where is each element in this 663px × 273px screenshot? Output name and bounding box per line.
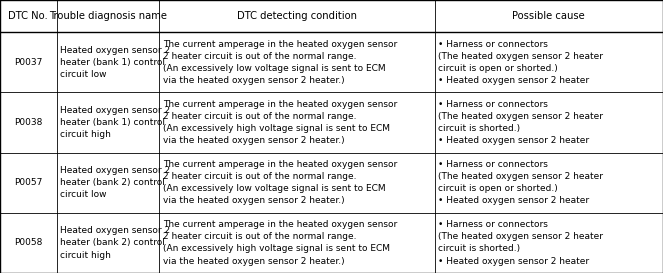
Text: Heated oxygen sensor 2
heater (bank 2) control
circuit low: Heated oxygen sensor 2 heater (bank 2) c…: [60, 166, 170, 199]
Text: P0058: P0058: [14, 238, 42, 247]
Text: • Harness or connectors
(The heated oxygen sensor 2 heater
circuit is shorted.)
: • Harness or connectors (The heated oxyg…: [438, 220, 603, 266]
Text: The current amperage in the heated oxygen sensor
2 heater circuit is out of the : The current amperage in the heated oxyge…: [163, 40, 397, 85]
Text: Heated oxygen sensor 2
heater (bank 1) control
circuit low: Heated oxygen sensor 2 heater (bank 1) c…: [60, 46, 170, 79]
Text: P0057: P0057: [14, 178, 42, 187]
Text: P0037: P0037: [14, 58, 42, 67]
Text: P0038: P0038: [14, 118, 42, 127]
Text: DTC No.: DTC No.: [9, 11, 48, 21]
Text: • Harness or connectors
(The heated oxygen sensor 2 heater
circuit is open or sh: • Harness or connectors (The heated oxyg…: [438, 160, 603, 205]
Text: Trouble diagnosis name: Trouble diagnosis name: [49, 11, 167, 21]
Text: • Harness or connectors
(The heated oxygen sensor 2 heater
circuit is open or sh: • Harness or connectors (The heated oxyg…: [438, 40, 603, 85]
Text: DTC detecting condition: DTC detecting condition: [237, 11, 357, 21]
Text: The current amperage in the heated oxygen sensor
2 heater circuit is out of the : The current amperage in the heated oxyge…: [163, 220, 397, 266]
Text: • Harness or connectors
(The heated oxygen sensor 2 heater
circuit is shorted.)
: • Harness or connectors (The heated oxyg…: [438, 100, 603, 145]
Text: Possible cause: Possible cause: [512, 11, 585, 21]
Text: The current amperage in the heated oxygen sensor
2 heater circuit is out of the : The current amperage in the heated oxyge…: [163, 160, 397, 205]
Text: The current amperage in the heated oxygen sensor
2 heater circuit is out of the : The current amperage in the heated oxyge…: [163, 100, 397, 145]
Text: Heated oxygen sensor 2
heater (bank 1) control
circuit high: Heated oxygen sensor 2 heater (bank 1) c…: [60, 106, 170, 139]
Text: Heated oxygen sensor 2
heater (bank 2) control
circuit high: Heated oxygen sensor 2 heater (bank 2) c…: [60, 226, 170, 260]
